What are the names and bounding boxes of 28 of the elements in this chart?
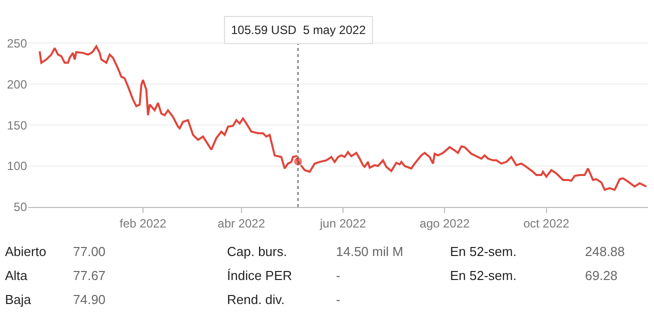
- text: Rend. div.: [227, 292, 286, 309]
- y-tick-label: 150: [6, 118, 28, 132]
- y-tick-label: 200: [6, 77, 28, 92]
- text: -: [336, 268, 342, 285]
- text: En 52-sem.: [450, 268, 518, 285]
- text: 248.88: [585, 244, 626, 261]
- x-tick-label: ago 2022: [420, 216, 470, 230]
- y-tick-label: 100: [6, 159, 28, 174]
- text: En 52-sem.: [450, 244, 518, 261]
- text: Índice PER: [227, 268, 294, 285]
- x-tick-label: abr 2022: [218, 216, 266, 230]
- text: Baja: [5, 292, 32, 309]
- y-tick-label: 250: [6, 36, 28, 50]
- y-tick-label: 50: [14, 200, 28, 214]
- x-tick-label: jun 2022: [318, 216, 366, 230]
- x-tick-label: oct 2022: [523, 216, 570, 230]
- text: Alta: [5, 268, 28, 285]
- text: Abierto: [5, 244, 48, 261]
- text: 14.50 mil M: [336, 244, 404, 261]
- text: 69.28: [585, 268, 619, 285]
- x-tick-label: feb 2022: [120, 216, 167, 230]
- text: Cap. burs.: [227, 244, 288, 261]
- ref-line-label: 105.59 USD 5 may 2022: [231, 23, 366, 37]
- text: 77.00: [73, 244, 107, 261]
- text: 77.67: [73, 268, 107, 285]
- line-series: [38, 45, 648, 191]
- text: -: [336, 292, 342, 309]
- text: 74.90: [73, 292, 107, 309]
